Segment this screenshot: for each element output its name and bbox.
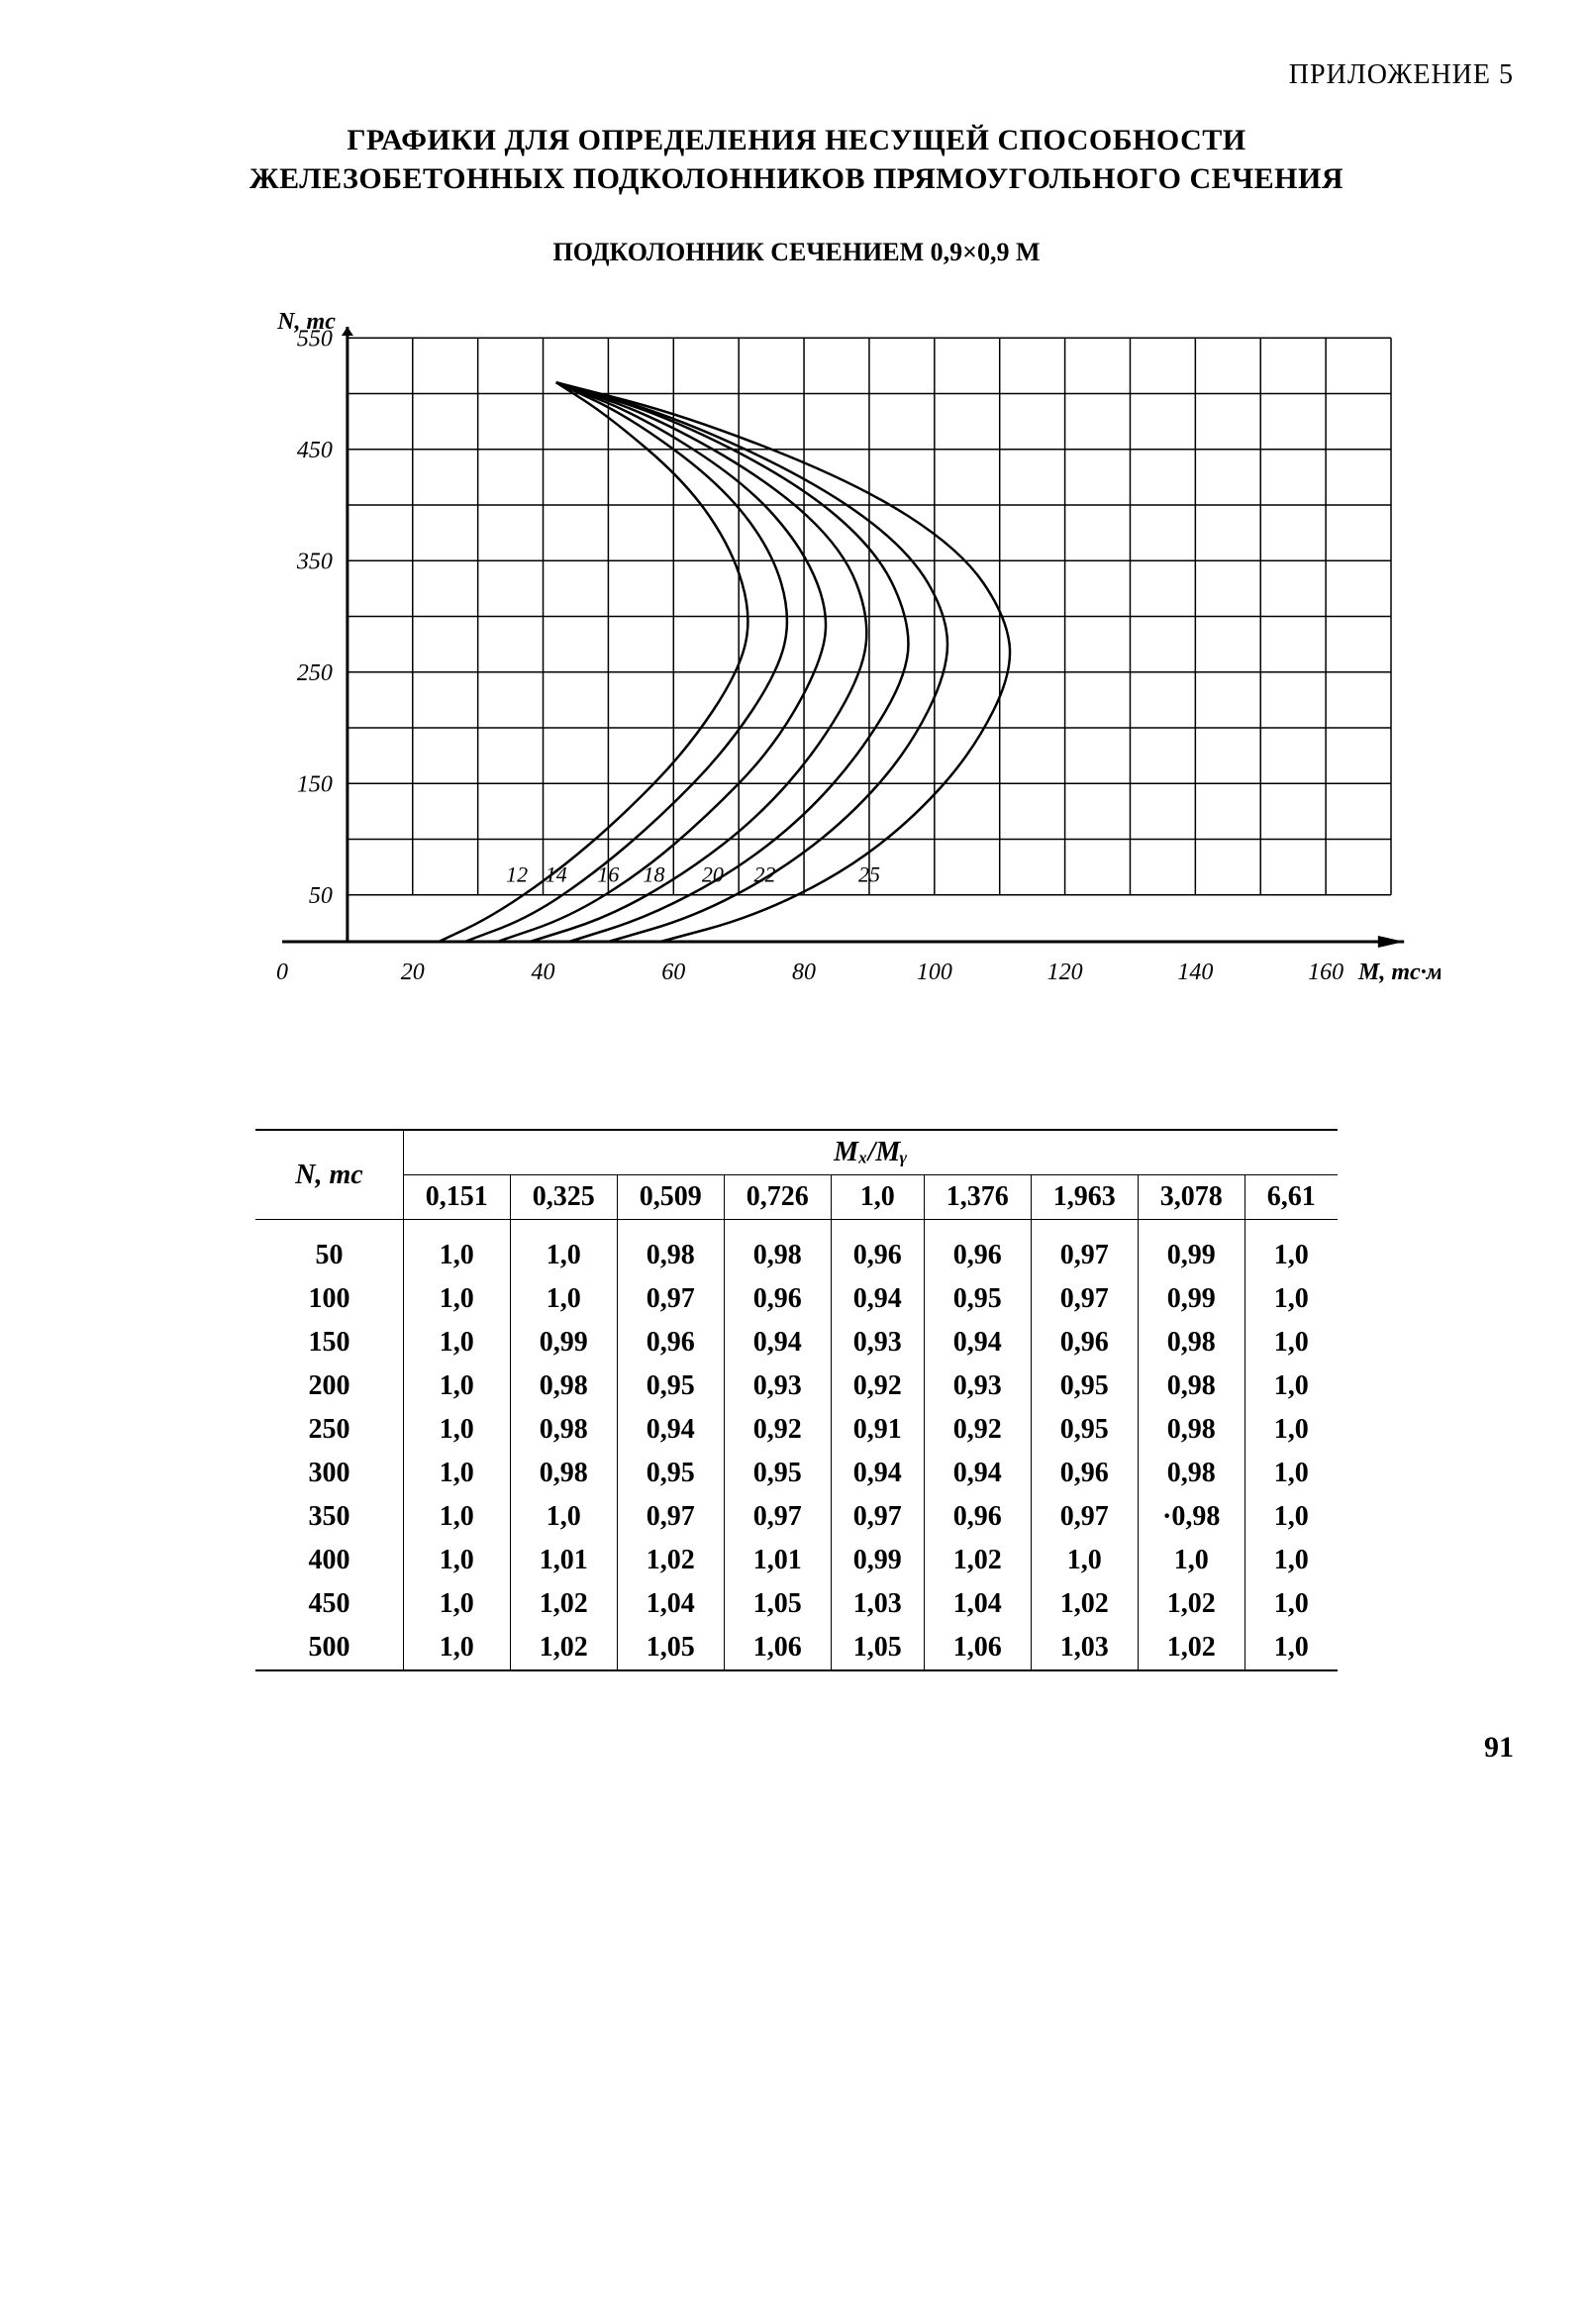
svg-text:25: 25 bbox=[857, 861, 879, 886]
table-col-group-header: Mₓ/Mᵧ bbox=[403, 1130, 1338, 1175]
svg-text:50: 50 bbox=[308, 883, 332, 909]
svg-text:12: 12 bbox=[506, 861, 528, 886]
svg-text:N, тс: N, тс bbox=[276, 309, 336, 335]
appendix-label: ПРИЛОЖЕНИЕ 5 bbox=[79, 59, 1514, 91]
table-col-header: 6,61 bbox=[1245, 1175, 1338, 1220]
svg-text:16: 16 bbox=[597, 861, 619, 886]
table-row: 4501,01,021,041,051,031,041,021,021,0 bbox=[255, 1582, 1337, 1626]
table-row: 2501,00,980,940,920,910,920,950,981,0 bbox=[255, 1408, 1337, 1452]
table-col-header: 1,376 bbox=[924, 1175, 1031, 1220]
table-row: 1501,00,990,960,940,930,940,960,981,0 bbox=[255, 1321, 1337, 1364]
svg-text:100: 100 bbox=[916, 960, 951, 985]
svg-text:20: 20 bbox=[400, 960, 424, 985]
svg-text:250: 250 bbox=[296, 660, 332, 686]
svg-text:60: 60 bbox=[661, 960, 685, 985]
table-row: 1001,01,00,970,960,940,950,970,991,0 bbox=[255, 1277, 1337, 1321]
svg-text:40: 40 bbox=[531, 960, 554, 985]
table-row: 2001,00,980,950,930,920,930,950,981,0 bbox=[255, 1364, 1337, 1408]
svg-text:М, тс·м: М, тс·м bbox=[1357, 960, 1441, 985]
svg-text:160: 160 bbox=[1308, 960, 1344, 985]
page-number: 91 bbox=[79, 1731, 1514, 1765]
table-col-header: 1,963 bbox=[1031, 1175, 1138, 1220]
table-row: 3501,01,00,970,970,970,960,97·0,981,0 bbox=[255, 1495, 1337, 1539]
main-title-line-1: ГРАФИКИ ДЛЯ ОПРЕДЕЛЕНИЯ НЕСУЩЕЙ СПОСОБНО… bbox=[347, 124, 1245, 156]
svg-text:120: 120 bbox=[1046, 960, 1082, 985]
table-row: 501,01,00,980,980,960,960,970,991,0 bbox=[255, 1220, 1337, 1278]
svg-text:0: 0 bbox=[276, 960, 288, 985]
table-col-header: 0,509 bbox=[617, 1175, 724, 1220]
main-title: ГРАФИКИ ДЛЯ ОПРЕДЕЛЕНИЯ НЕСУЩЕЙ СПОСОБНО… bbox=[79, 121, 1514, 198]
table-col-header: 0,726 bbox=[724, 1175, 831, 1220]
svg-text:140: 140 bbox=[1177, 960, 1213, 985]
table-col-header: 0,151 bbox=[403, 1175, 510, 1220]
table-col-header: 1,0 bbox=[831, 1175, 924, 1220]
svg-text:22: 22 bbox=[753, 861, 775, 886]
svg-text:20: 20 bbox=[701, 861, 723, 886]
main-title-line-2: ЖЕЛЕЗОБЕТОННЫХ ПОДКОЛОННИКОВ ПРЯМОУГОЛЬН… bbox=[249, 162, 1344, 195]
svg-text:14: 14 bbox=[545, 861, 566, 886]
table-row: 4001,01,011,021,010,991,021,01,01,0 bbox=[255, 1539, 1337, 1582]
interaction-chart: 50150250350450550N, тс020406080100120140… bbox=[153, 297, 1441, 1030]
table-row: 5001,01,021,051,061,051,061,031,021,0 bbox=[255, 1626, 1337, 1670]
chart-subtitle: ПОДКОЛОННИК СЕЧЕНИЕМ 0,9×0,9 М bbox=[79, 238, 1514, 267]
coefficients-table: N, тсMₓ/Mᵧ0,1510,3250,5090,7261,01,3761,… bbox=[255, 1129, 1337, 1671]
table-row-header: N, тс bbox=[255, 1130, 403, 1220]
svg-text:450: 450 bbox=[296, 438, 332, 463]
svg-text:150: 150 bbox=[296, 771, 332, 797]
svg-text:18: 18 bbox=[643, 861, 664, 886]
table-col-header: 3,078 bbox=[1138, 1175, 1245, 1220]
svg-text:80: 80 bbox=[792, 960, 816, 985]
svg-text:350: 350 bbox=[295, 549, 332, 574]
table-col-header: 0,325 bbox=[510, 1175, 617, 1220]
table-row: 3001,00,980,950,950,940,940,960,981,0 bbox=[255, 1452, 1337, 1495]
